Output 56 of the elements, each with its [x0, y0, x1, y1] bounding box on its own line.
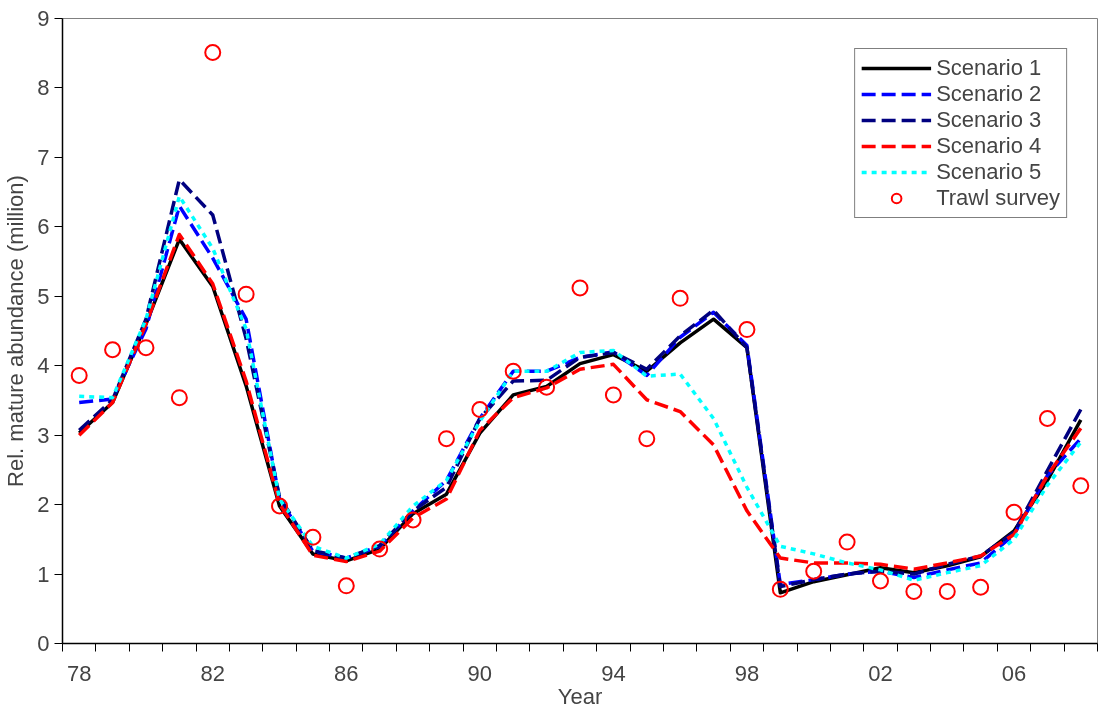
- point: [504, 362, 522, 380]
- point: [170, 389, 188, 407]
- point: [738, 321, 756, 339]
- point: [771, 580, 789, 598]
- point: [604, 386, 622, 404]
- y-tick-label: 6: [37, 214, 50, 240]
- legend-label: Scenario 3: [936, 107, 1042, 133]
- point: [1038, 410, 1056, 427]
- point: [404, 511, 422, 529]
- point: [972, 578, 990, 596]
- legend-label: Scenario 1: [936, 55, 1042, 81]
- point: [437, 430, 455, 448]
- point: [137, 339, 155, 357]
- point: [538, 378, 556, 396]
- x-tick-label: 98: [734, 660, 760, 686]
- x-tick-label: 02: [868, 660, 893, 686]
- x-tick-label: 86: [334, 660, 359, 686]
- point: [938, 582, 956, 600]
- point: [304, 528, 322, 546]
- point: [805, 562, 823, 580]
- point: [638, 430, 656, 448]
- point: [671, 289, 689, 307]
- point: [70, 366, 88, 384]
- y-tick-label: 8: [37, 75, 50, 101]
- point: [1005, 503, 1023, 521]
- y-tick-label: 9: [37, 6, 50, 31]
- point: [571, 279, 589, 297]
- point: [371, 540, 389, 558]
- x-tick-label: 82: [200, 660, 225, 686]
- x-tick-label: 90: [467, 660, 493, 686]
- point: [337, 577, 355, 595]
- y-tick-label: 7: [37, 144, 50, 170]
- y-tick-label: 4: [37, 353, 50, 379]
- point: [905, 582, 923, 600]
- point: [104, 341, 122, 359]
- y-tick-label: 1: [37, 561, 50, 587]
- x-tick-label: 94: [601, 660, 626, 686]
- legend-label: Scenario 5: [936, 159, 1042, 185]
- x-tick-label: 06: [1001, 660, 1027, 686]
- point: [471, 400, 489, 418]
- legend-label: Scenario 2: [936, 81, 1042, 107]
- y-tick-label: 0: [37, 631, 50, 656]
- point: [838, 533, 856, 551]
- x-axis-title: Year: [557, 683, 603, 709]
- point: [871, 572, 889, 590]
- x-tick-label: 78: [66, 660, 92, 686]
- point: [1072, 477, 1090, 495]
- legend-label: Scenario 4: [936, 133, 1042, 159]
- y-axis-title: Rel. mature abundance (million): [3, 175, 29, 487]
- y-tick-label: 3: [37, 422, 50, 448]
- point: [204, 44, 222, 62]
- point: [237, 285, 255, 303]
- legend-label: Trawl survey: [936, 185, 1060, 211]
- point: [271, 497, 289, 515]
- y-tick-label: 5: [37, 283, 50, 309]
- y-tick-label: 2: [37, 492, 50, 518]
